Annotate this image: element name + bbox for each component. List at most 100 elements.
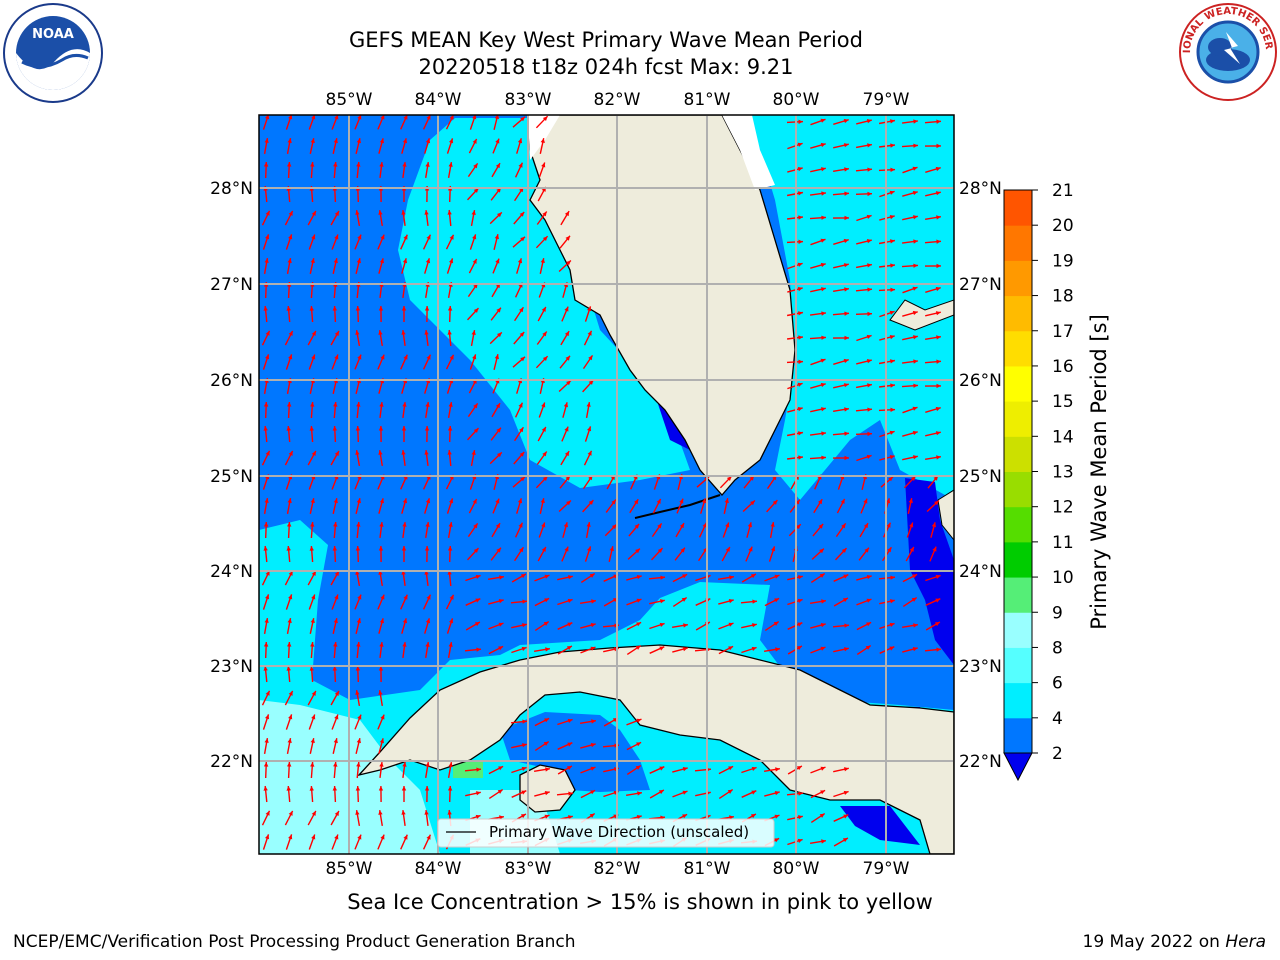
wave-arrow-head [355, 666, 361, 671]
wave-arrow-head [820, 238, 826, 243]
wave-arrow-head [796, 766, 802, 771]
footer-branch: NCEP/EMC/Verification Post Processing Pr… [13, 932, 576, 952]
wave-arrow-head [378, 450, 383, 455]
wave-arrow-head [820, 766, 826, 771]
wave-arrow-head [844, 647, 849, 652]
lon-label-bottom: 80°W [773, 859, 820, 879]
wave-arrow-head [680, 547, 685, 553]
wave-arrow-head [659, 766, 665, 771]
wave-arrow-head [844, 335, 849, 341]
wave-arrow-head [265, 714, 270, 720]
wave-arrow-head [821, 599, 826, 604]
wave-arrow-head [540, 498, 545, 503]
wave-arrow-head [819, 548, 824, 554]
wave-arrow-head [265, 450, 270, 456]
wave-arrow-head [913, 119, 918, 124]
wave-arrow-head [544, 574, 550, 579]
colorbar-segment [1004, 365, 1032, 402]
wave-arrow-head [797, 262, 803, 267]
wave-arrow-head [402, 498, 408, 504]
wave-arrow-head [935, 406, 941, 412]
wave-arrow-head [263, 402, 269, 407]
wave-arrow-head [886, 522, 891, 528]
footer-date: 19 May 2022 on Hera [1083, 932, 1267, 952]
wave-arrow-head [863, 523, 868, 529]
wave-arrow-head [401, 810, 406, 815]
noaa-logo: NOAA [3, 3, 103, 103]
wave-arrow-head [587, 546, 592, 552]
wave-arrow-head [567, 742, 573, 747]
colorbar-segment [1004, 330, 1032, 367]
wave-arrow-head [402, 138, 408, 144]
lat-label-right: 22°N [959, 752, 1002, 772]
wave-arrow-head [518, 522, 523, 528]
wave-arrow-head [775, 647, 780, 652]
wave-arrow-head [544, 718, 550, 723]
wave-arrow-head [333, 498, 338, 504]
sea-ice-note: Sea Ice Concentration > 15% is shown in … [347, 890, 933, 914]
wave-arrow-head [522, 599, 527, 604]
wave-arrow-head [821, 839, 826, 844]
wave-arrow-head [309, 666, 314, 671]
wave-arrow-head [750, 814, 756, 819]
wave-arrow-head [309, 306, 314, 311]
wave-arrow-head [889, 455, 895, 460]
wave-arrow-head [775, 767, 780, 772]
wave-arrow-head [798, 215, 803, 220]
wave-arrow-head [936, 119, 941, 124]
wave-arrow-head [475, 814, 481, 819]
wave-arrow-head [798, 119, 803, 124]
florida-land [527, 115, 796, 496]
wave-arrow-head [497, 212, 502, 218]
wave-arrow-head [355, 690, 360, 695]
wave-arrow-head [611, 524, 617, 530]
wave-arrow-head [752, 599, 757, 604]
wave-arrow-head [522, 719, 527, 724]
wave-arrow-head [635, 765, 641, 770]
wave-arrow-head [567, 622, 573, 627]
wave-arrow-head [522, 743, 527, 748]
wave-arrow-head [519, 452, 525, 457]
wave-arrow-head [542, 236, 548, 241]
wave-arrow-head [355, 210, 360, 215]
wave-arrow-head [521, 790, 527, 795]
wave-arrow-head [936, 359, 941, 364]
wave-arrow-head [496, 547, 501, 553]
colorbar-tick-label: 10 [1052, 568, 1074, 588]
wave-arrow-head [866, 239, 872, 244]
wave-arrow-head [844, 455, 849, 461]
wave-arrow-head [447, 426, 453, 431]
wave-arrow-head [288, 354, 293, 360]
wave-arrow-head [355, 450, 360, 455]
wave-arrow-head [378, 306, 384, 311]
wave-arrow-head [263, 666, 268, 671]
wave-arrow-head [818, 523, 824, 529]
wave-arrow-head [355, 306, 361, 311]
wave-arrow-head [567, 598, 573, 603]
wave-arrow-head [797, 287, 803, 292]
wave-arrow-head [379, 738, 384, 744]
wave-arrow-head [378, 690, 383, 695]
wave-arrow-head [843, 358, 849, 364]
wave-arrow-head [265, 570, 270, 576]
wave-arrow-head [590, 623, 596, 628]
wave-arrow-head [380, 714, 385, 720]
colorbar-tick-label: 12 [1052, 498, 1074, 518]
wave-arrow-head [425, 162, 430, 167]
wave-arrow-head [682, 647, 688, 652]
wave-arrow-head [334, 811, 339, 816]
wave-arrow-head [474, 622, 480, 627]
wave-arrow-head [311, 330, 316, 336]
colorbar-segment [1004, 506, 1032, 543]
wave-arrow-head [819, 813, 825, 818]
wave-arrow-head [935, 598, 941, 603]
wave-arrow-head [287, 138, 292, 143]
wave-arrow-head [288, 115, 293, 120]
wave-arrow-head [401, 570, 406, 575]
wave-arrow-head [379, 762, 384, 767]
lon-label-bottom: 83°W [505, 859, 552, 879]
wave-arrow-head [588, 380, 594, 385]
wave-arrow-head [936, 263, 941, 269]
wave-arrow-head [542, 356, 548, 361]
footer-host: Hera [1225, 932, 1266, 952]
